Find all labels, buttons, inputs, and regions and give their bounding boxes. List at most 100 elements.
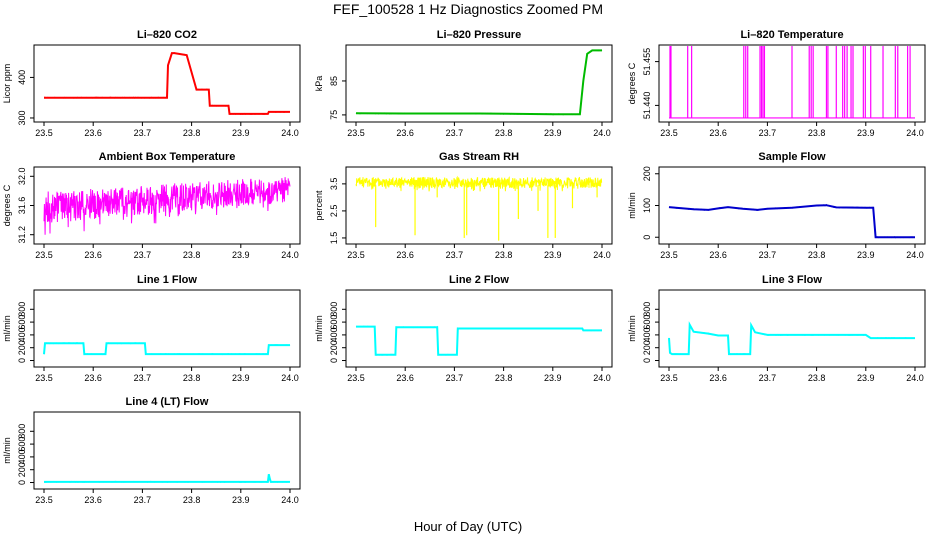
y-axis-label: percent bbox=[314, 190, 324, 221]
x-tick-label: 23.8 bbox=[808, 250, 826, 260]
y-tick-label: 32.0 bbox=[17, 168, 27, 186]
x-tick-label: 23.9 bbox=[232, 250, 250, 260]
x-tick-label: 23.6 bbox=[709, 250, 727, 260]
y-tick-label: 600 bbox=[329, 315, 339, 330]
y-tick-label: 1.5 bbox=[329, 232, 339, 245]
x-tick-label: 24.0 bbox=[593, 373, 611, 383]
x-tick-label: 24.0 bbox=[281, 128, 299, 138]
y-tick-label: 400 bbox=[17, 449, 27, 464]
x-tick-label: 24.0 bbox=[906, 128, 924, 138]
chart-panel-2: Li–820 Pressure kPa 23.5 23.6 23.7 23.8 23.9 24… bbox=[314, 29, 613, 138]
y-tick-label: 0 bbox=[17, 480, 27, 485]
series-jitter bbox=[668, 203, 916, 239]
x-tick-label: 23.7 bbox=[134, 250, 152, 260]
series-jitter bbox=[43, 342, 291, 356]
x-tick-label: 23.9 bbox=[857, 250, 875, 260]
x-tick-label: 23.5 bbox=[660, 250, 678, 260]
x-tick-label: 23.9 bbox=[544, 250, 562, 260]
series-group bbox=[355, 175, 603, 241]
x-tick-label: 23.7 bbox=[134, 373, 152, 383]
x-tick-label: 23.5 bbox=[347, 373, 365, 383]
y-tick-label: 300 bbox=[17, 110, 27, 125]
y-tick-label: 51.440 bbox=[642, 92, 652, 120]
x-tick-label: 23.6 bbox=[709, 373, 727, 383]
panel-title: Sample Flow bbox=[758, 151, 826, 163]
y-axis-label: ml/min bbox=[2, 315, 12, 342]
y-tick-label: 0 bbox=[642, 235, 652, 240]
x-tick-label: 23.7 bbox=[134, 495, 152, 505]
chart-panel-8: Line 2 Flow ml/min 23.5 23.6 23.7 23.8 23.9 24.… bbox=[314, 274, 613, 383]
x-tick-label: 24.0 bbox=[593, 250, 611, 260]
y-axis-label: degrees C bbox=[627, 62, 637, 104]
series-jitter bbox=[43, 474, 291, 483]
chart-panel-10: Line 4 (LT) Flow ml/min 23.5 23.6 23.7 23.8 23… bbox=[2, 396, 301, 505]
x-tick-label: 23.5 bbox=[347, 128, 365, 138]
x-tick-label: 23.8 bbox=[183, 373, 201, 383]
y-tick-label: 400 bbox=[17, 327, 27, 342]
series-jitter bbox=[355, 325, 602, 356]
y-tick-label: 0 bbox=[642, 358, 652, 363]
plot-frame bbox=[33, 289, 301, 368]
x-tick-label: 23.9 bbox=[544, 373, 562, 383]
series-noise-trace bbox=[43, 177, 291, 235]
series-jitter bbox=[355, 49, 603, 116]
x-tick-label: 23.5 bbox=[660, 128, 678, 138]
y-tick-label: 31.6 bbox=[17, 197, 27, 215]
x-tick-label: 23.5 bbox=[347, 250, 365, 260]
x-tick-label: 23.5 bbox=[35, 495, 53, 505]
x-tick-label: 24.0 bbox=[906, 373, 924, 383]
series-group bbox=[43, 51, 291, 115]
y-axis-label: ml/min bbox=[2, 437, 12, 464]
x-tick-label: 23.9 bbox=[544, 128, 562, 138]
x-tick-label: 23.8 bbox=[183, 128, 201, 138]
x-tick-label: 24.0 bbox=[906, 250, 924, 260]
panel-title: Li–820 Temperature bbox=[740, 29, 843, 41]
series-group bbox=[668, 321, 916, 356]
series-noise-trace bbox=[355, 175, 603, 192]
x-tick-label: 23.6 bbox=[84, 128, 102, 138]
x-tick-label: 23.8 bbox=[808, 128, 826, 138]
chart-panel-3: Li–820 Temperature degrees C 23.5 23.6 23.7 2… bbox=[627, 29, 926, 138]
plot-frame bbox=[658, 289, 926, 368]
x-tick-label: 23.6 bbox=[396, 250, 414, 260]
series-line bbox=[668, 321, 915, 356]
series-jitter bbox=[668, 324, 916, 356]
x-tick-label: 23.8 bbox=[495, 250, 513, 260]
y-tick-label: 600 bbox=[17, 315, 27, 330]
y-tick-label: 600 bbox=[642, 315, 652, 330]
plot-frame bbox=[345, 44, 613, 123]
x-tick-label: 23.9 bbox=[232, 373, 250, 383]
x-tick-label: 23.7 bbox=[446, 250, 464, 260]
series-group bbox=[43, 342, 291, 356]
x-tick-label: 23.6 bbox=[396, 128, 414, 138]
series-group bbox=[668, 203, 916, 239]
series-group bbox=[43, 473, 291, 483]
x-tick-label: 23.7 bbox=[759, 373, 777, 383]
plot-frame bbox=[345, 289, 613, 368]
panel-title: Line 2 Flow bbox=[449, 274, 509, 286]
x-tick-label: 24.0 bbox=[281, 250, 299, 260]
y-tick-label: 0 bbox=[329, 358, 339, 363]
x-tick-label: 23.6 bbox=[84, 495, 102, 505]
series-line bbox=[356, 325, 602, 356]
x-tick-label: 23.8 bbox=[495, 373, 513, 383]
x-tick-label: 23.7 bbox=[134, 128, 152, 138]
x-tick-label: 23.6 bbox=[396, 373, 414, 383]
plot-frame bbox=[33, 44, 301, 123]
chart-panel-5: Gas Stream RH percent 23.5 23.6 23.7 23.8 23.9… bbox=[314, 151, 613, 260]
y-tick-label: 400 bbox=[329, 327, 339, 342]
y-tick-label: 75 bbox=[329, 110, 339, 120]
panel-title: Line 3 Flow bbox=[762, 274, 822, 286]
panel-title: Li–820 CO2 bbox=[137, 29, 197, 41]
y-tick-label: 800 bbox=[329, 302, 339, 317]
y-tick-label: 600 bbox=[17, 437, 27, 452]
y-tick-label: 100 bbox=[642, 198, 652, 213]
chart-panel-7: Line 1 Flow ml/min 23.5 23.6 23.7 23.8 23.9 24.… bbox=[2, 274, 301, 383]
chart-panel-9: Line 3 Flow ml/min 23.5 23.6 23.7 23.8 23.9 24.… bbox=[627, 274, 926, 383]
x-tick-label: 23.9 bbox=[857, 128, 875, 138]
y-axis-label: ml/min bbox=[314, 315, 324, 342]
x-tick-label: 23.9 bbox=[857, 373, 875, 383]
y-tick-label: 31.2 bbox=[17, 226, 27, 244]
plot-frame bbox=[33, 411, 301, 490]
x-tick-label: 23.9 bbox=[232, 128, 250, 138]
